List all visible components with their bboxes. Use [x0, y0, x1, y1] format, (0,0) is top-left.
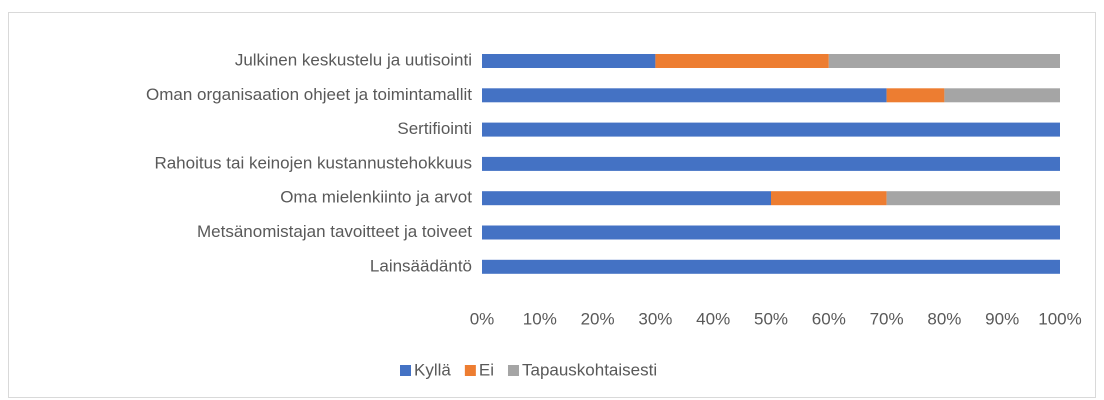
y-tick-label: Sertifiointi	[397, 119, 472, 138]
bar-segment	[482, 122, 1060, 137]
bar-segment	[482, 54, 656, 68]
bar-segment	[886, 88, 945, 103]
bar-segment	[828, 54, 1060, 68]
bar-segment	[886, 191, 1060, 206]
legend-swatch	[507, 365, 519, 376]
y-tick-label: Lainsäädäntö	[370, 256, 472, 275]
bar-segment	[482, 156, 1060, 171]
bar-segment	[482, 225, 1060, 240]
legend-swatch	[400, 365, 411, 376]
legend-swatch	[464, 365, 476, 376]
y-tick-label: Oma mielenkiinto ja arvot	[280, 188, 472, 207]
y-tick-label: Oman organisaation ohjeet ja toimintamal…	[146, 85, 472, 104]
x-tick-label: 10%	[523, 309, 557, 328]
x-tick-label: 100%	[1038, 309, 1081, 328]
x-tick-label: 40%	[696, 309, 730, 328]
x-tick-label: 0%	[470, 309, 495, 328]
bar-segment	[482, 88, 887, 103]
bar-segment	[944, 88, 1060, 103]
bar-segment	[655, 54, 829, 68]
x-tick-label: 60%	[812, 309, 846, 328]
legend-label: Tapauskohtaisesti	[522, 360, 657, 379]
legend-label: Ei	[479, 360, 494, 379]
bar-segment	[482, 191, 771, 206]
x-tick-label: 70%	[870, 309, 904, 328]
x-tick-label: 90%	[985, 309, 1019, 328]
legend-label: Kyllä	[414, 360, 451, 379]
y-tick-label: Julkinen keskustelu ja uutisointi	[235, 50, 472, 69]
x-tick-label: 50%	[754, 309, 788, 328]
x-tick-label: 20%	[581, 309, 615, 328]
y-tick-label: Rahoitus tai keinojen kustannustehokkuus	[154, 153, 472, 172]
x-tick-label: 30%	[638, 309, 672, 328]
bar-segment	[482, 259, 1060, 274]
x-tick-label: 80%	[927, 309, 961, 328]
bar-segment	[771, 191, 887, 206]
y-tick-label: Metsänomistajan tavoitteet ja toiveet	[197, 222, 472, 241]
